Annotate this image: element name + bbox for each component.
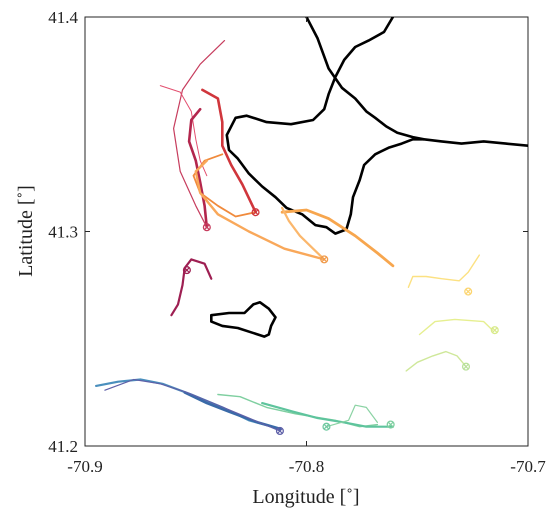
end-marker-1 xyxy=(251,208,260,217)
y-tick-label-1: 41.3 xyxy=(48,223,78,242)
trajectory-10 xyxy=(418,318,494,336)
x-axis-label: Longitude [˚] xyxy=(252,486,359,508)
trajectory-7 xyxy=(281,206,326,261)
end-marker-4 xyxy=(464,287,473,296)
trajectory-13 xyxy=(261,402,394,428)
trajectory-6 xyxy=(280,208,395,268)
end-marker-6 xyxy=(461,362,471,371)
end-marker-8 xyxy=(386,420,395,429)
coastline-1 xyxy=(225,17,426,235)
trajectory-9 xyxy=(407,254,480,288)
x-tick-label-1: -70.8 xyxy=(289,457,324,476)
marker-layer xyxy=(182,208,499,436)
trajectory-5 xyxy=(194,159,326,261)
coastline-layer xyxy=(210,17,528,338)
trajectory-14 xyxy=(325,404,378,428)
end-marker-2 xyxy=(320,255,329,264)
trajectory-3 xyxy=(201,88,257,214)
end-marker-5 xyxy=(490,326,499,335)
coastline-2 xyxy=(210,301,277,338)
plot-area xyxy=(84,16,529,447)
trajectory-12 xyxy=(217,393,379,428)
y-tick-label-0: 41.2 xyxy=(48,437,78,456)
tick-layer: -70.9 -70.8 -70.7 41.2 41.3 41.4 xyxy=(48,8,546,476)
trajectory-0 xyxy=(173,40,226,228)
x-tick-label-0: -70.9 xyxy=(67,457,102,476)
end-marker-9 xyxy=(275,426,284,436)
end-marker-0 xyxy=(202,223,211,232)
x-tick-label-2: -70.7 xyxy=(510,457,546,476)
y-axis-label: Latitude [˚] xyxy=(15,185,37,277)
trajectory-2 xyxy=(187,107,209,229)
end-marker-3 xyxy=(182,266,191,275)
trajectory-17 xyxy=(104,378,281,432)
trajectory-layer xyxy=(95,40,494,432)
trajectory-1 xyxy=(159,85,208,177)
trajectory-11 xyxy=(405,350,467,372)
y-tick-label-2: 41.4 xyxy=(48,8,78,27)
end-marker-7 xyxy=(322,422,331,431)
